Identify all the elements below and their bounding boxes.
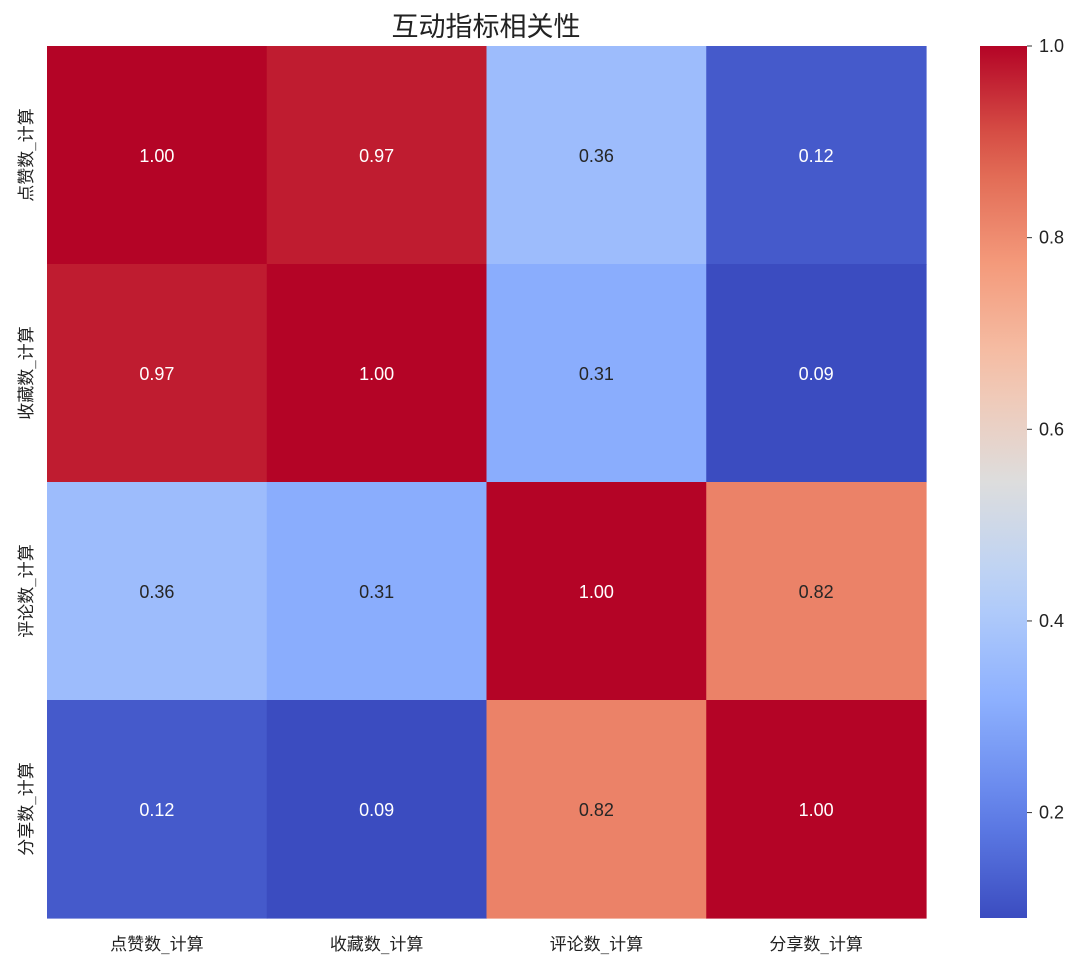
cell-value-label-r1-c0: 0.97	[139, 364, 174, 384]
heatmap-cell-r1-c0	[47, 264, 268, 483]
heatmap-cell-r0-c3	[706, 46, 927, 265]
cell-value-label-r1-c2: 0.31	[579, 364, 614, 384]
heatmap-cell-r2-c3	[706, 482, 927, 701]
cell-value-label-r1-c3: 0.09	[799, 364, 834, 384]
x-axis-label-2: 评论数_计算	[550, 935, 644, 955]
heatmap-cell-r0-c0	[47, 46, 268, 265]
cell-value-label-r0-c3: 0.12	[799, 146, 834, 166]
heatmap-cell-r3-c0	[47, 700, 268, 919]
chart-title: 互动指标相关性	[392, 12, 581, 43]
colorbar: 0.2 0.4 0.6 0.8 1.0	[980, 36, 1064, 918]
colorbar-ticks: 0.2 0.4 0.6 0.8 1.0	[1027, 36, 1064, 823]
cell-value-label-r2-c0: 0.36	[139, 582, 174, 602]
x-axis-label-0: 点赞数_计算	[110, 935, 204, 955]
colorbar-tick-label-1: 0.4	[1039, 611, 1064, 631]
y-axis-label-0: 点赞数_计算	[17, 108, 37, 202]
heatmap-cell-r1-c3	[706, 264, 927, 483]
colorbar-tick-label-3: 0.8	[1039, 228, 1064, 248]
cell-value-label-r2-c2: 1.00	[579, 582, 614, 602]
x-axis-labels: 点赞数_计算 收藏数_计算 评论数_计算 分享数_计算	[110, 935, 863, 955]
heatmap-cell-r2-c2	[486, 482, 707, 701]
colorbar-tick-label-4: 1.0	[1039, 36, 1064, 56]
colorbar-scale	[980, 46, 1027, 918]
cell-value-label-r3-c3: 1.00	[799, 800, 834, 820]
y-axis-label-1: 收藏数_计算	[17, 326, 37, 420]
y-axis-label-3: 分享数_计算	[17, 762, 37, 856]
heatmap-cell-r2-c0	[47, 482, 268, 701]
heatmap-cell-r3-c2	[486, 700, 707, 919]
cell-value-label-r3-c0: 0.12	[139, 800, 174, 820]
heatmap-cell-r2-c1	[266, 482, 488, 701]
cell-value-label-r2-c3: 0.82	[799, 582, 834, 602]
cell-value-label-r2-c1: 0.31	[359, 582, 394, 602]
colorbar-tick-label-0: 0.2	[1039, 803, 1064, 823]
y-axis-label-2: 评论数_计算	[17, 544, 37, 638]
heatmap-cell-r0-c2	[486, 46, 707, 265]
cell-value-label-r1-c1: 1.00	[359, 364, 394, 384]
cell-value-label-r0-c1: 0.97	[359, 146, 394, 166]
cell-value-label-r3-c2: 0.82	[579, 800, 614, 820]
cell-value-label-r0-c0: 1.00	[139, 146, 174, 166]
cell-value-label-r0-c2: 0.36	[579, 146, 614, 166]
heatmap-cell-r3-c3	[706, 700, 927, 919]
x-axis-label-1: 收藏数_计算	[330, 935, 424, 955]
heatmap-cells	[47, 46, 927, 919]
heatmap-cell-r3-c1	[266, 700, 488, 919]
heatmap-cell-r1-c1	[266, 264, 488, 483]
cell-value-label-r3-c1: 0.09	[359, 800, 394, 820]
heatmap-cell-r0-c1	[266, 46, 488, 265]
heatmap-annotations: 1.00 0.97 0.36 0.12 0.97 1.00 0.31 0.09 0.36 0.31…	[139, 146, 833, 820]
colorbar-tick-label-2: 0.6	[1039, 419, 1064, 439]
heatmap-cell-r1-c2	[486, 264, 707, 483]
x-axis-label-3: 分享数_计算	[769, 935, 863, 955]
